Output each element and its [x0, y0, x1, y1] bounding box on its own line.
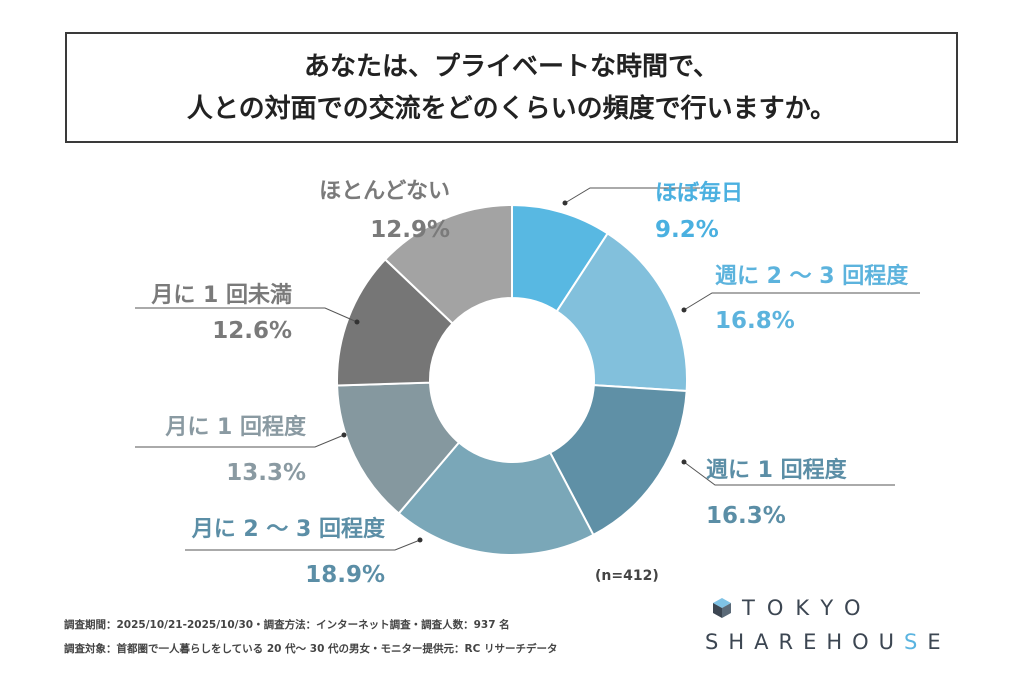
category-label-5: 月に 1 回程度: [164, 414, 307, 440]
logo-word-tokyo: TOKYO: [742, 596, 873, 620]
leader-dot-2: [681, 307, 687, 313]
cube-icon: [713, 598, 731, 618]
leader-line-6: [135, 307, 358, 323]
category-label-4: 月に 2 〜 3 回程度: [191, 516, 386, 542]
value-label-7: 12.9%: [370, 217, 450, 243]
category-label-2: 週に 2 〜 3 回程度: [715, 263, 909, 289]
leader-line-3: [683, 461, 895, 486]
leader-dot-3: [681, 459, 687, 465]
logo-word-sharehouse: SHAREHOUSE: [705, 630, 951, 654]
value-label-1: 9.2%: [655, 217, 719, 243]
category-label-3: 週に 1 回程度: [706, 457, 848, 483]
leader-line-4: [185, 539, 421, 551]
value-label-4: 18.9%: [305, 562, 385, 588]
donut-slice-7: [383, 203, 513, 325]
value-label-5: 13.3%: [226, 460, 306, 486]
leader-dot-6: [354, 319, 360, 325]
category-label-1: ほぼ毎日: [655, 181, 743, 206]
question-title-box: あなたは、プライベートな時間で、 人との対面での交流をどのくらいの頻度で行います…: [65, 32, 958, 143]
donut-slice-3: [548, 384, 688, 537]
footer-survey-period: 調査期間：2025/10/21-2025/10/30・調査方法：インターネット調…: [64, 619, 510, 631]
footer-survey-target: 調査対象：首都圏で一人暮らしをしている 20 代〜 30 代の男女・モニター提供…: [64, 643, 558, 655]
sample-size-note: (n=412): [595, 568, 659, 584]
category-label-7: ほとんどない: [319, 179, 450, 204]
value-label-6: 12.6%: [212, 318, 292, 344]
value-label-2: 16.8%: [715, 308, 795, 334]
value-label-3: 16.3%: [706, 503, 786, 529]
leader-line-1: [564, 187, 700, 204]
leader-dot-1: [562, 200, 568, 206]
leader-line-5: [135, 434, 345, 448]
question-title-line1: あなたは、プライベートな時間で、: [304, 51, 719, 82]
category-label-6: 月に 1 回未満: [150, 282, 292, 308]
question-title-line2: 人との対面での交流をどのくらいの頻度で行いますか。: [186, 93, 837, 124]
donut-slice-2: [555, 232, 688, 393]
donut-slice-4: [397, 441, 595, 556]
leader-dot-5: [341, 432, 347, 438]
leader-line-2: [683, 292, 920, 311]
leader-dot-4: [417, 537, 423, 543]
company-logo: TOKYO: [712, 596, 873, 620]
